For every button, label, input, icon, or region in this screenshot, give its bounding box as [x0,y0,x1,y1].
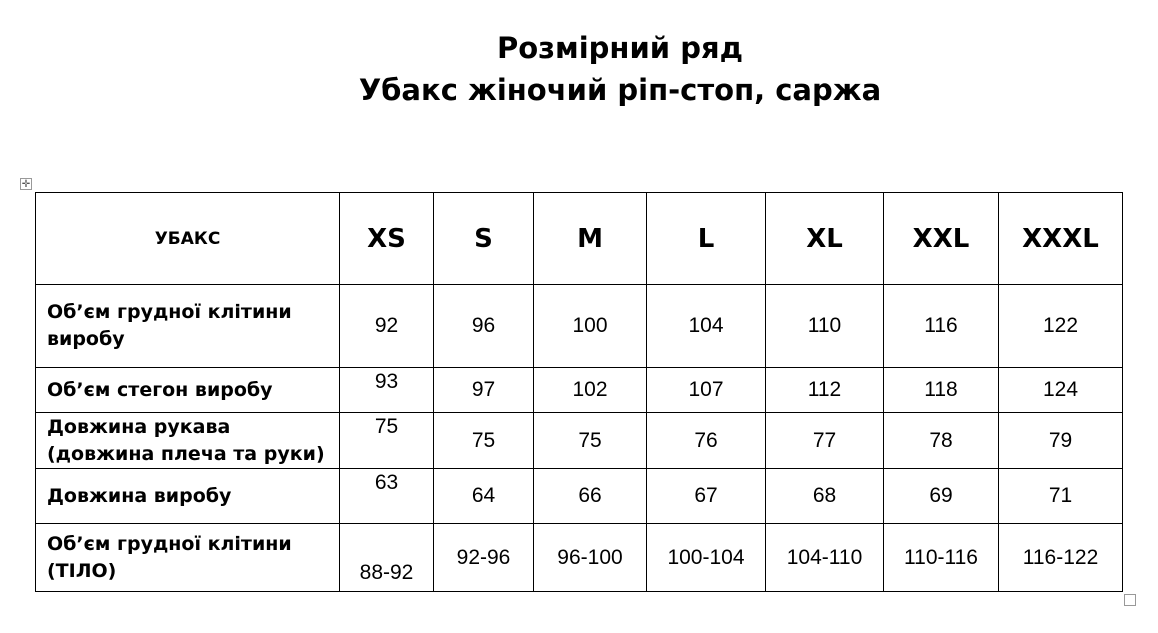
document-title: Розмірний ряд [496,31,743,65]
table-cell: 71 [998,468,1123,524]
row-label: Довжина виробу [35,468,340,524]
table-cell: 110-116 [883,523,999,592]
table-cell: 112 [765,367,884,413]
row-label: Довжина рукава (довжина плеча та руки) [35,412,340,469]
table-cell: 75 [533,412,647,469]
table-cell: 66 [533,468,647,524]
table-cell: 104 [646,284,766,368]
table-cell: 102 [533,367,647,413]
table-cell: 110 [765,284,884,368]
size-header: XXL [883,192,999,285]
table-cell: 116-122 [998,523,1123,592]
table-cell: 100-104 [646,523,766,592]
table-cell: 96-100 [533,523,647,592]
table-row: Об’єм стегон виробу 93 97 102 107 112 11… [35,367,1123,413]
table-cell: 93 [339,367,434,413]
table-cell: 75 [433,412,534,469]
table-cell: 77 [765,412,884,469]
table-cell: 69 [883,468,999,524]
size-header: XS [339,192,434,285]
table-cell: 104-110 [765,523,884,592]
table-cell: 67 [646,468,766,524]
table-header-row: УБАКС XS S M L XL XXL XXXL [35,192,1123,285]
row-label: Об’єм грудної клітини виробу [35,284,340,368]
size-header: S [433,192,534,285]
table-cell: 79 [998,412,1123,469]
table-cell: 107 [646,367,766,413]
table-row: Довжина виробу 63 64 66 67 68 69 71 [35,468,1123,524]
table-cell: 92 [339,284,434,368]
table-resize-handle[interactable] [1124,594,1136,606]
table-cell: 76 [646,412,766,469]
table-cell: 78 [883,412,999,469]
row-label: Об’єм грудної клітини (ТІЛО) [35,523,340,592]
size-header: XL [765,192,884,285]
table-cell: 75 [339,412,434,469]
size-header: L [646,192,766,285]
size-chart-table: УБАКС XS S M L XL XXL XXXL Об’єм грудної… [35,192,1123,592]
table-cell: 116 [883,284,999,368]
table-cell: 124 [998,367,1123,413]
table-row: Об’єм грудної клітини виробу 92 96 100 1… [35,284,1123,368]
table-cell: 118 [883,367,999,413]
size-header: XXXL [998,192,1123,285]
table-cell: 122 [998,284,1123,368]
table-row: Об’єм грудної клітини (ТІЛО) 88-92 92-96… [35,523,1123,592]
table-cell: 88-92 [339,523,434,592]
table-move-handle-icon[interactable]: ✛ [20,178,32,190]
size-header: M [533,192,647,285]
table-cell: 68 [765,468,884,524]
header-corner-cell: УБАКС [35,192,340,285]
row-label: Об’єм стегон виробу [35,367,340,413]
table-cell: 92-96 [433,523,534,592]
table-cell: 64 [433,468,534,524]
table-cell: 96 [433,284,534,368]
table-cell: 100 [533,284,647,368]
document-subtitle: Убакс жіночий ріп-стоп, саржа [358,73,882,107]
table-cell: 97 [433,367,534,413]
table-cell: 63 [339,468,434,524]
table-row: Довжина рукава (довжина плеча та руки) 7… [35,412,1123,469]
